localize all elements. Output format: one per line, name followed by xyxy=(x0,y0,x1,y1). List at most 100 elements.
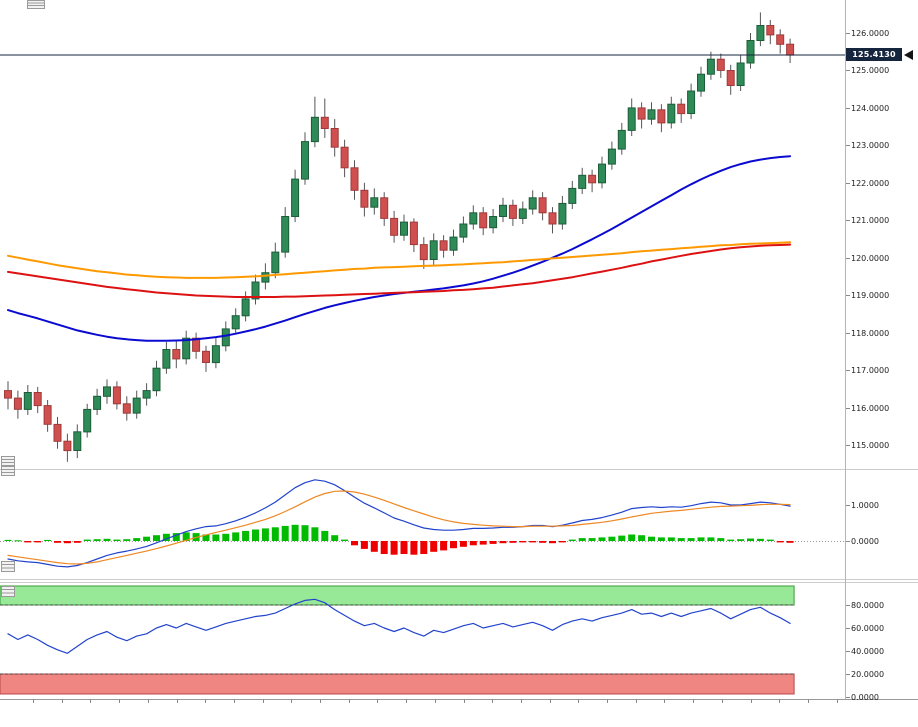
oscillator-panel[interactable] xyxy=(0,583,846,699)
candle-bullish xyxy=(499,204,507,218)
x-axis-tick xyxy=(262,699,264,703)
candle-bullish xyxy=(162,349,171,369)
time-axis[interactable]: 2May61114192227Jun4912172225Jul691417222… xyxy=(0,699,918,727)
oscillator-axis[interactable]: 80.0000 60.0000 40.0000 20.0000 0.0000 xyxy=(846,583,918,702)
y-axis-label: 118.0000 xyxy=(851,328,890,338)
candle-bullish xyxy=(221,328,230,347)
x-axis-tick xyxy=(90,699,92,703)
candle-bullish xyxy=(271,251,280,274)
legend-collapse-icon[interactable] xyxy=(27,0,45,9)
candle-bullish xyxy=(291,178,300,218)
x-axis-tick xyxy=(463,699,465,703)
x-axis-tick xyxy=(664,699,666,703)
panel-collapse-icon[interactable] xyxy=(1,561,15,572)
histogram-bar-positive xyxy=(687,538,695,541)
y-axis-label: 20.0000 xyxy=(851,670,885,679)
signal-line-group xyxy=(7,490,791,565)
macd-axis[interactable]: 1.0000 0.0000 xyxy=(846,470,918,579)
panel-collapse-icon[interactable] xyxy=(1,586,15,597)
candle-bullish xyxy=(429,240,438,261)
price-axis[interactable]: 126.0000 125.0000 124.0000 123.0000 122.0000… xyxy=(846,0,918,469)
oscillator-line-group xyxy=(7,598,791,654)
histogram-bar-negative xyxy=(420,541,428,554)
candle-bullish xyxy=(489,216,498,229)
histogram-bar-positive xyxy=(737,539,745,541)
histogram-bar-negative xyxy=(370,541,378,552)
panel-separator xyxy=(0,582,918,583)
candle-bullish xyxy=(558,202,567,225)
candle-bearish xyxy=(508,204,517,219)
histogram-bar-positive xyxy=(113,539,121,541)
panel-collapse-icon[interactable] xyxy=(1,456,15,466)
candle-bearish xyxy=(4,390,12,399)
histogram-bar-positive xyxy=(93,539,101,541)
candle-bearish xyxy=(320,116,329,130)
y-axis-tick xyxy=(846,182,850,184)
histogram-bar-positive xyxy=(123,539,131,541)
candle-bearish xyxy=(172,349,181,360)
histogram-bar-negative xyxy=(450,541,457,549)
price-chart-panel[interactable] xyxy=(0,0,846,469)
x-axis-tick xyxy=(807,699,809,703)
histogram-bar-negative xyxy=(776,541,784,543)
histogram-bar-negative xyxy=(63,541,71,544)
candle-bullish xyxy=(667,103,676,124)
candle-bullish xyxy=(568,187,577,204)
histogram-bar-positive xyxy=(638,535,646,541)
candle-bearish xyxy=(340,146,349,169)
y-axis-tick xyxy=(846,697,850,698)
histogram-bar-positive xyxy=(301,525,309,541)
candle-bodies-group xyxy=(4,25,795,452)
histogram-bar-positive xyxy=(756,538,764,541)
y-axis-label: 60.0000 xyxy=(851,624,885,633)
candle-bearish xyxy=(588,174,597,184)
y-axis-tick xyxy=(846,145,850,147)
candle-bearish xyxy=(776,34,785,45)
x-axis-tick xyxy=(291,699,293,703)
panel-collapse-icon[interactable] xyxy=(1,466,15,476)
histogram-bar-negative xyxy=(558,541,566,543)
histogram-bar-positive xyxy=(143,536,151,541)
x-axis-tick xyxy=(520,699,522,703)
candle-bullish xyxy=(370,197,379,208)
x-axis-tick xyxy=(233,699,235,703)
y-axis-tick xyxy=(846,370,850,372)
y-axis-label: 120.0000 xyxy=(851,253,890,263)
candle-bearish xyxy=(380,197,389,219)
histogram-bar-negative xyxy=(24,541,32,543)
histogram-bar-positive xyxy=(103,538,111,541)
candle-bullish xyxy=(281,216,290,253)
y-axis-label: 0.0000 xyxy=(851,537,879,546)
price-marker-arrow-icon xyxy=(904,49,913,60)
candle-bearish xyxy=(112,386,121,405)
histogram-bar-positive xyxy=(657,537,665,541)
histogram-bar-positive xyxy=(153,535,160,541)
histogram-bar-positive xyxy=(222,533,230,541)
histogram-bar-negative xyxy=(479,541,487,545)
x-axis-tick xyxy=(693,699,695,703)
y-axis-label: 115.0000 xyxy=(851,440,890,450)
y-axis-tick xyxy=(846,407,850,409)
histogram-bar-positive xyxy=(242,530,250,541)
candle-bullish xyxy=(211,345,220,364)
histogram-bar-positive xyxy=(271,527,279,541)
y-axis-label: 124.0000 xyxy=(851,103,890,113)
x-axis-tick xyxy=(836,699,838,703)
histogram-bar-positive xyxy=(202,534,210,541)
macd-panel[interactable] xyxy=(0,470,846,579)
overbought-zone xyxy=(0,585,795,606)
histogram-bar-positive xyxy=(727,539,735,541)
candle-bearish xyxy=(13,397,22,410)
y-axis-label: 123.0000 xyxy=(851,141,890,151)
histogram-bar-positive xyxy=(648,536,655,541)
x-axis-tick xyxy=(33,699,34,703)
candle-bullish xyxy=(746,40,755,64)
y-axis-tick xyxy=(846,505,850,506)
current-price-badge: 125.4130 xyxy=(846,48,902,62)
histogram-bar-positive xyxy=(331,535,339,541)
x-axis-tick xyxy=(635,699,637,703)
histogram-bar-negative xyxy=(390,541,398,555)
candle-bullish xyxy=(103,386,111,397)
y-axis-label: 116.0000 xyxy=(851,403,890,413)
